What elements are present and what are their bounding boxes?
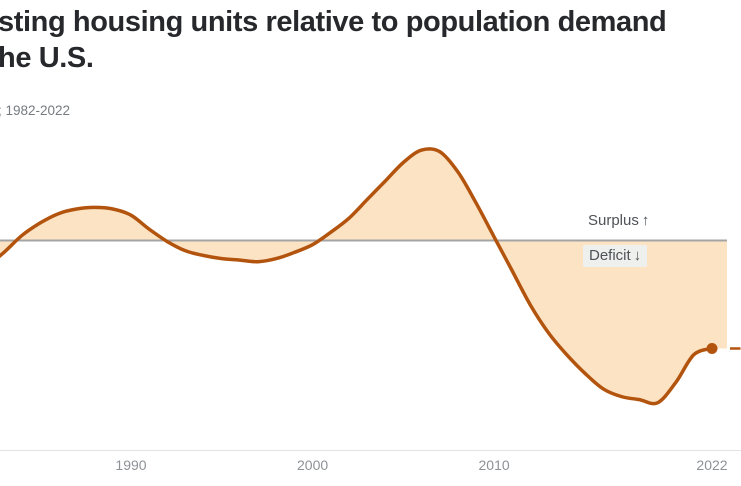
x-tick-label: 2000	[297, 457, 329, 473]
chart-title-line-1: sting housing units relative to populati…	[0, 6, 667, 38]
x-tick-label: 2010	[478, 457, 510, 473]
chart-title-line-2: he U.S.	[0, 42, 94, 74]
surplus-annotation-label: Surplus ↑	[588, 212, 650, 229]
area-fill	[0, 148, 727, 404]
end-point-dot	[706, 343, 718, 354]
deficit-annotation-label: Deficit ↓	[583, 245, 648, 267]
x-tick-label: 1990	[115, 457, 147, 473]
x-tick-label: 2022	[696, 457, 728, 473]
chart-subtitle: ; 1982-2022	[0, 103, 71, 118]
trend-line	[0, 147, 714, 406]
